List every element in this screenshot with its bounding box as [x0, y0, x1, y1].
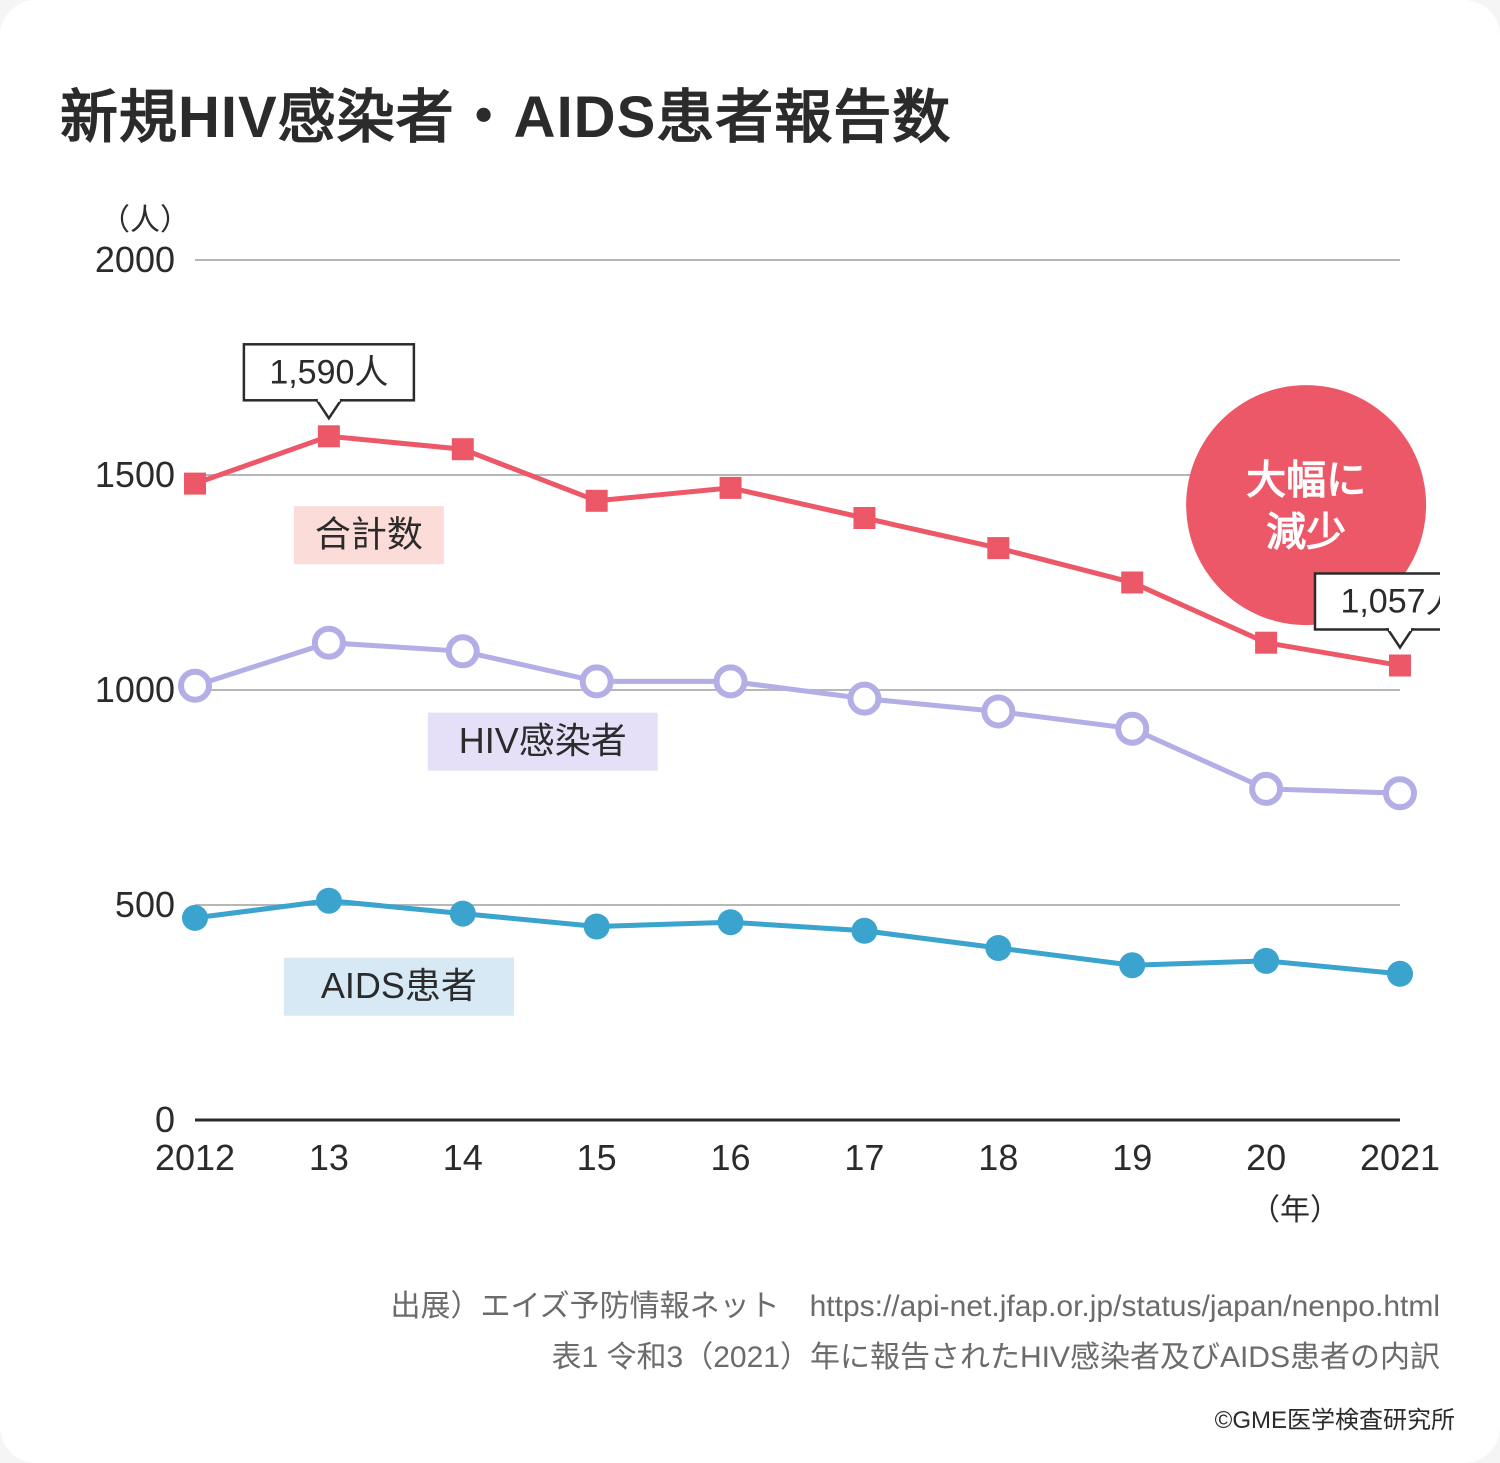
- marker-total-1: [318, 425, 340, 447]
- svg-text:500: 500: [115, 884, 175, 925]
- svg-text:14: 14: [443, 1137, 483, 1178]
- marker-hiv-7: [1118, 715, 1146, 743]
- marker-hiv-5: [850, 685, 878, 713]
- svg-text:13: 13: [309, 1137, 349, 1178]
- svg-text:（年）: （年）: [1250, 1194, 1340, 1227]
- series-label-hiv: HIV感染者: [459, 720, 627, 761]
- svg-text:16: 16: [711, 1137, 751, 1178]
- source-line-1: 出展）エイズ予防情報ネット https://api-net.jfap.or.jp…: [391, 1281, 1441, 1332]
- svg-text:19: 19: [1112, 1137, 1152, 1178]
- marker-aids-0: [182, 905, 208, 931]
- chart-area: 0500100015002000（人）201213141516171819202…: [60, 190, 1440, 1240]
- marker-aids-5: [851, 918, 877, 944]
- svg-text:17: 17: [844, 1137, 884, 1178]
- marker-hiv-0: [181, 672, 209, 700]
- marker-hiv-3: [583, 667, 611, 695]
- marker-aids-3: [584, 914, 610, 940]
- marker-aids-6: [985, 935, 1011, 961]
- marker-hiv-6: [984, 698, 1012, 726]
- marker-hiv-1: [315, 629, 343, 657]
- svg-text:2012: 2012: [155, 1137, 235, 1178]
- source-line-2: 表1 令和3（2021）年に報告されたHIV感染者及びAIDS患者の内訳: [391, 1332, 1441, 1383]
- source-citation: 出展）エイズ予防情報ネット https://api-net.jfap.or.jp…: [391, 1281, 1441, 1383]
- marker-hiv-8: [1252, 775, 1280, 803]
- svg-text:20: 20: [1246, 1137, 1286, 1178]
- svg-text:大幅に: 大幅に: [1246, 459, 1366, 503]
- marker-hiv-4: [717, 667, 745, 695]
- marker-total-2: [452, 438, 474, 460]
- series-label-aids: AIDS患者: [321, 965, 477, 1006]
- marker-aids-4: [718, 909, 744, 935]
- marker-aids-8: [1253, 948, 1279, 974]
- svg-text:0: 0: [155, 1099, 175, 1140]
- callout-text: 1,590人: [269, 353, 388, 391]
- line-chart-svg: 0500100015002000（人）201213141516171819202…: [60, 190, 1440, 1240]
- svg-text:18: 18: [978, 1137, 1018, 1178]
- callout-text: 1,057人: [1340, 582, 1440, 620]
- callout-pointer: [1388, 629, 1412, 647]
- marker-aids-7: [1119, 952, 1145, 978]
- marker-total-4: [720, 477, 742, 499]
- svg-text:減少: 減少: [1266, 511, 1346, 555]
- marker-hiv-9: [1386, 779, 1414, 807]
- svg-text:1500: 1500: [95, 454, 175, 495]
- marker-total-6: [987, 537, 1009, 559]
- marker-aids-2: [450, 901, 476, 927]
- marker-total-8: [1255, 632, 1277, 654]
- chart-card: 新規HIV感染者・AIDS患者報告数 0 500 1000 1500 2000（人） 20…: [0, 0, 1500, 1463]
- svg-text:1000: 1000: [95, 669, 175, 710]
- chart-title: 新規HIV感染者・AIDS患者報告数: [60, 70, 951, 154]
- svg-text:2021: 2021: [1360, 1137, 1440, 1178]
- marker-total-5: [853, 507, 875, 529]
- marker-hiv-2: [449, 637, 477, 665]
- marker-total-9: [1389, 654, 1411, 676]
- marker-total-0: [184, 473, 206, 495]
- marker-aids-1: [316, 888, 342, 914]
- marker-aids-9: [1387, 961, 1413, 987]
- copyright-text: ©GME医学検査研究所: [1215, 1400, 1455, 1435]
- svg-text:15: 15: [577, 1137, 617, 1178]
- series-label-total: 合計数: [315, 514, 423, 555]
- svg-text:2000: 2000: [95, 239, 175, 280]
- marker-total-7: [1121, 572, 1143, 594]
- svg-text:（人）: （人）: [100, 204, 190, 237]
- callout-pointer: [317, 400, 341, 418]
- marker-total-3: [586, 490, 608, 512]
- series-line-hiv: [195, 643, 1400, 794]
